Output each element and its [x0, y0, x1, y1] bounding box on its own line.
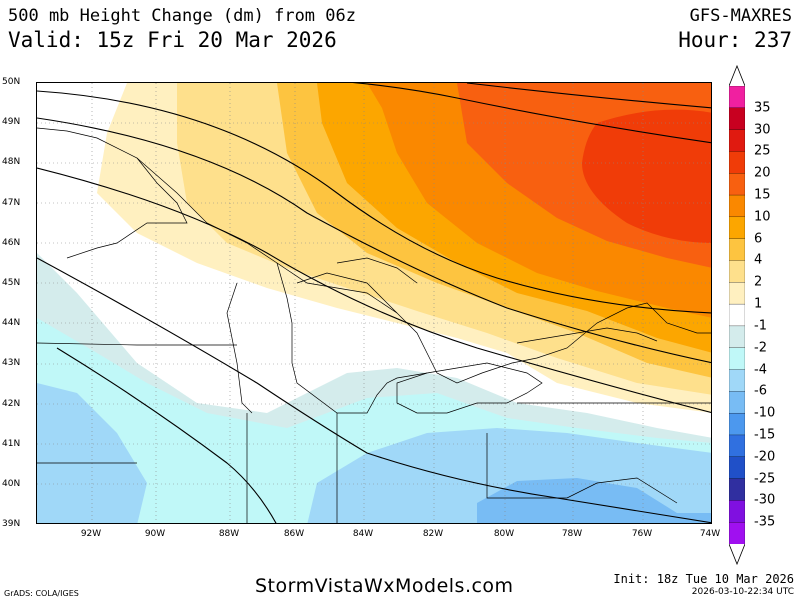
colorbar-label: -6	[754, 383, 767, 399]
map-title: 500 mb Height Change (dm) from 06z	[8, 6, 356, 26]
colorbar-swatch	[729, 434, 745, 458]
colorbar-swatch	[729, 173, 745, 196]
lon-label: 92W	[80, 529, 102, 539]
lat-label: 40N	[2, 479, 21, 489]
colorbar-swatch	[729, 369, 745, 392]
colorbar-label: 25	[754, 143, 771, 159]
colorbar-swatch	[729, 478, 745, 501]
model-name: GFS-MAXRES	[689, 6, 792, 26]
lat-label: 48N	[2, 157, 21, 167]
lat-label: 42N	[2, 399, 21, 409]
lat-label: 44N	[2, 318, 21, 328]
colorbar-swatch	[729, 347, 745, 370]
grads-credit: GrADS: COLA/IGES	[4, 589, 79, 598]
colorbar-swatch	[729, 85, 745, 109]
lat-label: 39N	[2, 519, 21, 529]
colorbar-swatch	[729, 325, 745, 349]
colorbar-top-arrow	[729, 64, 745, 87]
colorbar-swatch	[729, 303, 745, 327]
colorbar-swatch	[729, 238, 745, 261]
init-time: Init: 18z Tue 10 Mar 2026	[613, 572, 794, 586]
map-panel	[36, 82, 712, 524]
colorbar-label: 30	[754, 122, 771, 138]
colorbar-label: -15	[754, 427, 776, 443]
colorbar-label: -35	[754, 514, 776, 530]
lon-label: 78W	[561, 529, 583, 539]
lon-label: 82W	[422, 529, 444, 539]
colorbar-swatch	[729, 282, 745, 305]
lat-label: 43N	[2, 358, 21, 368]
colorbar-swatch	[729, 522, 745, 545]
colorbar-label: 20	[754, 165, 771, 181]
contour-fill-20	[582, 109, 711, 243]
lat-label: 50N	[2, 77, 21, 87]
contour-fill-neg6	[477, 478, 711, 523]
colorbar-label: 15	[754, 187, 771, 203]
created-timestamp: 2026-03-10-22:34 UTC	[691, 587, 794, 597]
lon-label: 76W	[631, 529, 653, 539]
colorbar-label: -1	[754, 318, 767, 334]
colorbar-label: 6	[754, 231, 763, 247]
lon-label: 80W	[493, 529, 515, 539]
colorbar-swatch	[729, 129, 745, 152]
colorbar-swatch	[729, 151, 745, 174]
lon-label: 74W	[699, 529, 721, 539]
colorbar-label: -10	[754, 405, 776, 421]
lon-label: 88W	[218, 529, 240, 539]
colorbar-swatch	[729, 107, 745, 131]
colorbar-label: 2	[754, 274, 763, 290]
lon-label: 86W	[283, 529, 305, 539]
lat-label: 41N	[2, 439, 21, 449]
colorbar-label: 1	[754, 296, 763, 312]
lat-label: 45N	[2, 278, 21, 288]
valid-time: Valid: 15z Fri 20 Mar 2026	[8, 28, 337, 52]
colorbar-label: -25	[754, 471, 776, 487]
contour-fill-neg4	[37, 383, 147, 523]
colorbar-swatch	[729, 391, 745, 414]
colorbar-swatch	[729, 500, 745, 523]
colorbar-label: -20	[754, 449, 776, 465]
colorbar-label: -4	[754, 362, 767, 378]
height-contours	[37, 83, 711, 523]
lon-label: 84W	[352, 529, 374, 539]
lat-label: 47N	[2, 198, 21, 208]
colorbar-label: 4	[754, 252, 763, 268]
lat-label: 46N	[2, 238, 21, 248]
colorbar	[729, 64, 745, 566]
forecast-hour: Hour: 237	[678, 28, 792, 52]
colorbar-swatch	[729, 456, 745, 480]
colorbar-label: 10	[754, 209, 771, 225]
colorbar-swatch	[729, 216, 745, 240]
colorbar-bottom-arrow	[729, 543, 745, 566]
lat-label: 49N	[2, 117, 21, 127]
colorbar-swatch	[729, 412, 745, 436]
lon-label: 90W	[144, 529, 166, 539]
colorbar-swatch	[729, 194, 745, 218]
colorbar-swatch	[729, 260, 745, 283]
colorbar-label: -2	[754, 340, 767, 356]
colorbar-label: 35	[754, 100, 771, 116]
site-name: StormVistaWxModels.com	[255, 575, 514, 597]
height-change-map	[37, 83, 711, 523]
colorbar-label: -30	[754, 492, 776, 508]
